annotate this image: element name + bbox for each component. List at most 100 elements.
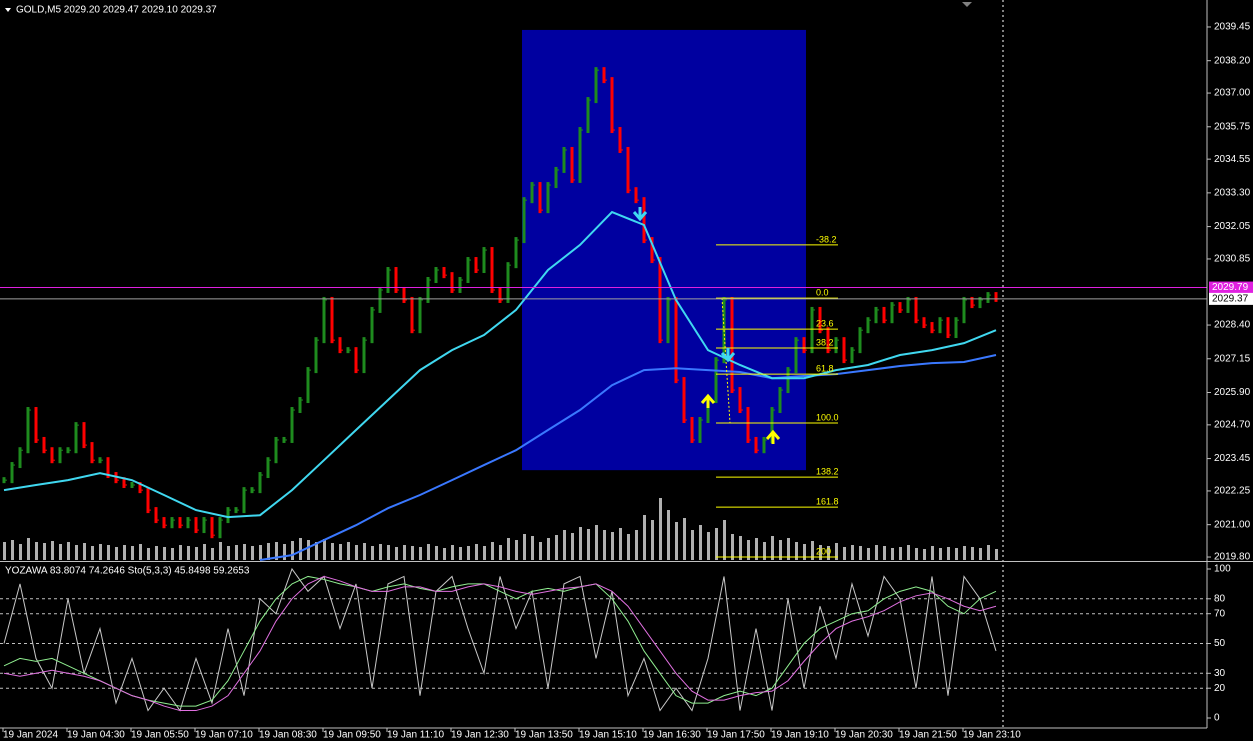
price-tag bbox=[1209, 292, 1253, 305]
volume-bar bbox=[299, 538, 302, 560]
fib-label: 200 bbox=[816, 546, 831, 556]
volume-bar bbox=[859, 546, 862, 560]
signal-arrow bbox=[632, 207, 648, 222]
volume-bar bbox=[467, 546, 470, 560]
volume-bar bbox=[171, 548, 174, 560]
volume-bar bbox=[787, 538, 790, 560]
x-tick-label: 19 Jan 15:10 bbox=[579, 730, 637, 741]
volume-bar bbox=[275, 542, 278, 560]
volume-bar bbox=[323, 539, 326, 560]
volume-bar bbox=[923, 549, 926, 560]
y2-tick-label: 80 bbox=[1214, 593, 1226, 604]
price-tag-label: 2029.79 bbox=[1212, 282, 1249, 293]
volume-bar bbox=[35, 542, 38, 560]
volume-bar bbox=[819, 545, 822, 560]
volume-bar bbox=[195, 547, 198, 560]
volume-bar bbox=[443, 548, 446, 560]
volume-bar bbox=[379, 544, 382, 560]
y-tick-label: 2034.55 bbox=[1214, 154, 1251, 165]
x-tick-label: 19 Jan 12:30 bbox=[451, 730, 509, 741]
volume-bar bbox=[411, 546, 414, 560]
volume-bar bbox=[107, 545, 110, 560]
volume-bar bbox=[891, 548, 894, 560]
x-tick-label: 19 Jan 05:50 bbox=[131, 730, 189, 741]
x-tick-label: 19 Jan 07:10 bbox=[195, 730, 253, 741]
volume-bar bbox=[619, 528, 622, 560]
shift-marker bbox=[962, 2, 972, 7]
y-tick-label: 2019.80 bbox=[1214, 552, 1251, 563]
volume-bar bbox=[779, 540, 782, 560]
slow-ma-line bbox=[259, 354, 997, 561]
fib-label: 100.0 bbox=[816, 412, 839, 422]
volume-bar bbox=[43, 543, 46, 560]
volume-bar bbox=[851, 545, 854, 560]
volume-bar bbox=[67, 542, 70, 560]
volume-bar bbox=[947, 547, 950, 560]
volume-bar bbox=[971, 547, 974, 560]
volume-bar bbox=[611, 532, 614, 560]
fib-label: 138.2 bbox=[816, 467, 839, 477]
fib-trend bbox=[721, 298, 731, 423]
x-tick-label: 19 Jan 09:50 bbox=[323, 730, 381, 741]
y-tick-label: 2039.45 bbox=[1214, 22, 1251, 33]
volume-bar bbox=[979, 548, 982, 560]
volume-bar bbox=[355, 545, 358, 560]
volume-bar bbox=[435, 546, 438, 560]
volume-bar bbox=[843, 547, 846, 560]
y-tick-label: 2028.40 bbox=[1214, 320, 1251, 331]
volume-bar bbox=[899, 547, 902, 560]
volume-bar bbox=[251, 546, 254, 560]
volume-bar bbox=[227, 546, 230, 560]
volume-bar bbox=[131, 546, 134, 560]
x-tick-label: 19 Jan 17:50 bbox=[707, 730, 765, 741]
volume-bar bbox=[235, 545, 238, 560]
volume-bar bbox=[59, 544, 62, 560]
fib-label: 38.2 bbox=[816, 337, 834, 347]
y-tick-label: 2038.20 bbox=[1214, 55, 1251, 66]
volume-bar bbox=[643, 515, 646, 560]
y-tick-label: 2030.85 bbox=[1214, 254, 1251, 265]
y-tick-label: 2032.05 bbox=[1214, 221, 1251, 232]
volume-bar bbox=[291, 541, 294, 560]
panel-header: YOZAWA 83.8074 74.2646 Sto(5,3,3) 45.849… bbox=[5, 566, 250, 577]
y-tick-label: 2027.15 bbox=[1214, 353, 1251, 364]
y-tick-label: 2037.00 bbox=[1214, 88, 1251, 99]
volume-bar bbox=[163, 547, 166, 560]
y2-tick-label: 0 bbox=[1214, 713, 1220, 724]
volume-bar bbox=[475, 544, 478, 560]
highlight-box bbox=[522, 29, 806, 471]
volume-bar bbox=[75, 545, 78, 560]
volume-bar bbox=[915, 548, 918, 560]
volume-bar bbox=[363, 543, 366, 560]
y2-tick-label: 20 bbox=[1214, 683, 1226, 694]
volume-bar bbox=[203, 544, 206, 560]
volume-bar bbox=[531, 536, 534, 560]
volume-bar bbox=[875, 545, 878, 560]
volume-bar bbox=[307, 540, 310, 560]
volume-bar bbox=[907, 545, 910, 560]
oscillator-line bbox=[3, 575, 997, 712]
y-tick-label: 2021.00 bbox=[1214, 519, 1251, 530]
y-tick-label: 2023.45 bbox=[1214, 453, 1251, 464]
x-tick-label: 19 Jan 19:10 bbox=[771, 730, 829, 741]
y2-tick-label: 70 bbox=[1214, 608, 1226, 619]
menu-triangle[interactable] bbox=[5, 8, 11, 12]
volume-bar bbox=[635, 530, 638, 560]
volume-bar bbox=[11, 540, 14, 560]
volume-bar bbox=[347, 542, 350, 560]
volume-bar bbox=[339, 544, 342, 560]
volume-bar bbox=[939, 548, 942, 560]
volume-bar bbox=[283, 544, 286, 560]
volume-bar bbox=[243, 544, 246, 560]
volume-bar bbox=[515, 540, 518, 560]
volume-bar bbox=[763, 542, 766, 560]
volume-bar bbox=[955, 548, 958, 560]
volume-bar bbox=[747, 540, 750, 560]
volume-bar bbox=[187, 546, 190, 560]
fib-label: 0.0 bbox=[816, 287, 829, 297]
price-tag bbox=[1209, 281, 1253, 294]
volume-bar bbox=[91, 546, 94, 560]
volume-bar bbox=[403, 545, 406, 560]
x-tick-label: 19 Jan 08:30 bbox=[259, 730, 317, 741]
volume-bar bbox=[827, 546, 830, 560]
